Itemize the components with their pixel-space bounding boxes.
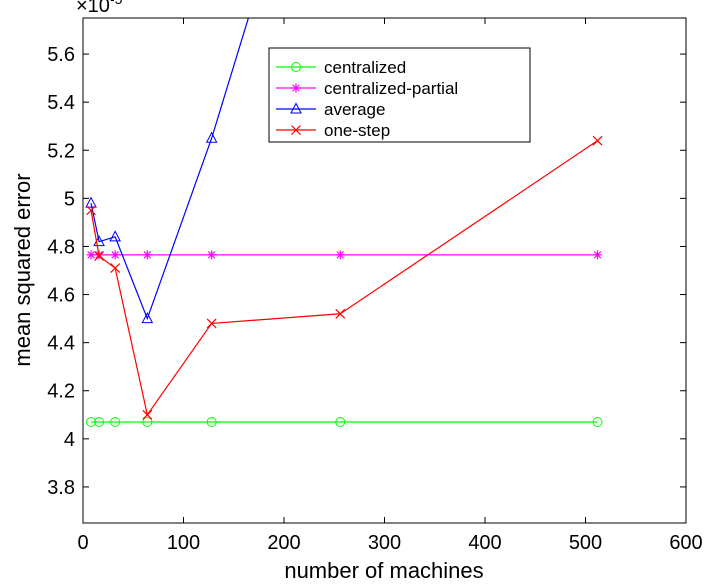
data-point-centralized-partial [142,250,152,260]
y-tick-label: 5.2 [47,140,75,162]
data-point-centralized [142,417,153,427]
data-point-centralized [110,417,121,427]
legend-label: centralized [324,58,406,77]
x-tick-label: 300 [368,532,401,554]
series-centralized [86,417,603,427]
x-tick-label: 400 [468,532,501,554]
legend-item-centralized: centralized [276,58,406,77]
y-tick-label: 4.6 [47,285,75,307]
data-point-centralized-partial [207,250,217,260]
y-tick-label: 5.6 [47,44,75,66]
y-tick-label: 4.4 [47,333,75,355]
data-point-centralized [206,417,217,427]
legend-label: centralized-partial [324,79,458,98]
data-point-one-step [335,308,346,319]
data-point-one-step [94,251,105,261]
data-point-average [85,196,97,208]
data-point-one-step [110,263,121,274]
x-tick-label: 600 [669,532,702,554]
data-point-one-step [206,318,217,329]
y-tick-label: 4 [64,429,75,451]
legend-marker [291,125,301,135]
series-line-average [90,18,250,321]
data-point-centralized [94,417,105,427]
legend-marker [291,83,301,93]
y-tick-label: 5 [64,188,75,210]
legend-label: average [324,100,385,119]
y-tick-label: 5.4 [47,92,75,114]
data-point-centralized-partial [110,250,120,260]
data-point-centralized [335,417,346,427]
y-exponent-label: ×10-5 [76,0,123,17]
series-one-step [86,135,603,420]
legend-item-centralized-partial: centralized-partial [276,79,458,98]
data-point-centralized-partial [593,250,603,260]
legend: centralized centralized-partial average one… [268,47,531,143]
data-point-centralized-partial [335,250,345,260]
data-point-centralized [86,417,97,427]
legend-label: one-step [324,121,390,140]
legend-marker [291,62,301,72]
data-point-average [205,131,218,143]
data-point-average [141,312,154,324]
x-tick-label: 100 [167,532,200,554]
y-tick-label: 4.2 [47,381,75,403]
x-tick-label: 200 [267,532,300,554]
x-tick-label: 0 [77,532,88,554]
legend-marker [290,102,302,114]
legend-item-one-step: one-step [276,121,390,140]
legend-item-average: average [276,100,385,119]
x-tick-label: 500 [569,532,602,554]
data-point-one-step [592,135,603,146]
data-point-centralized [592,417,603,427]
data-point-one-step [142,409,153,420]
x-axis-label: number of machines [284,558,483,583]
data-point-average [109,230,121,242]
data-point-centralized-partial [86,250,96,260]
y-tick-label: 4.8 [47,236,75,258]
y-axis-label: mean squared error [10,173,35,366]
legend-box [268,47,531,143]
data-point-one-step [86,205,96,216]
y-tick-label: 3.8 [47,477,75,499]
